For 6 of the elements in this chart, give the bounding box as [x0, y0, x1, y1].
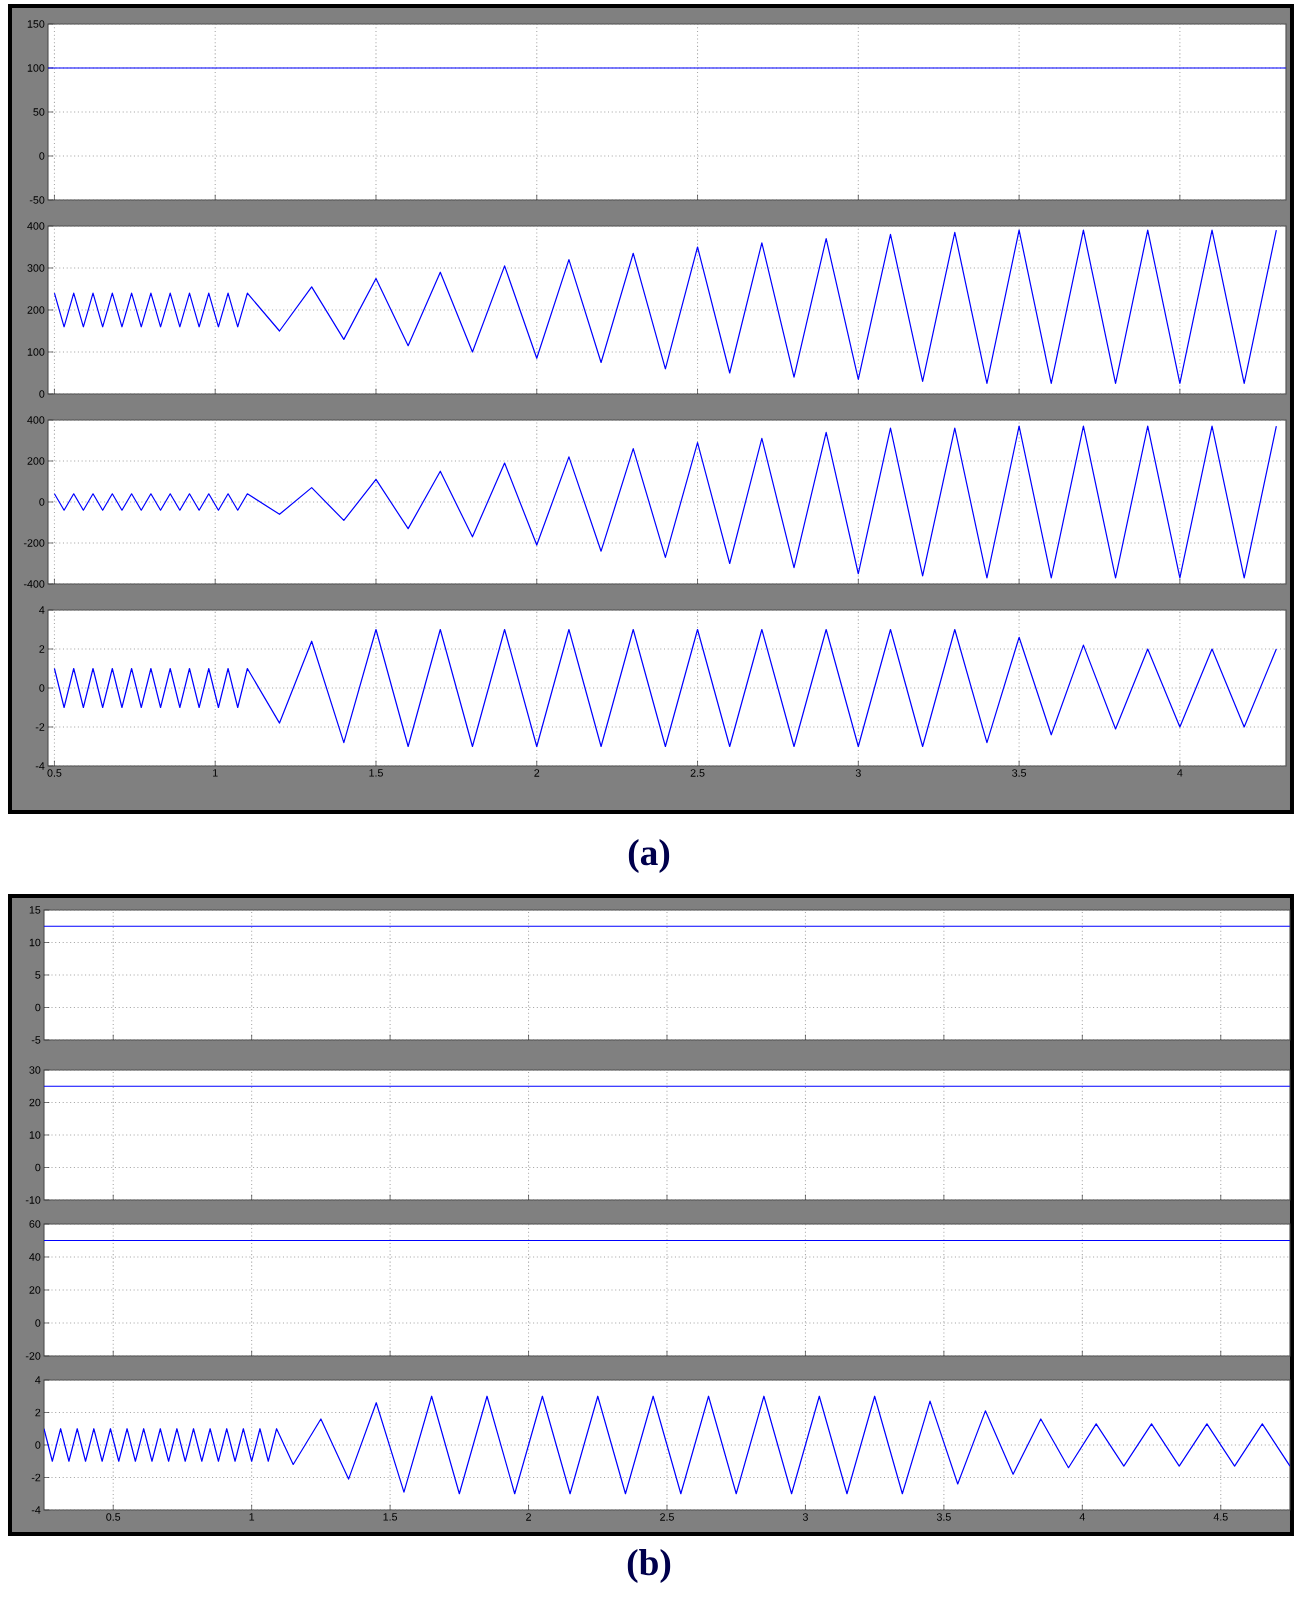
text: (b)	[627, 1549, 671, 1583]
text: (a)	[628, 839, 670, 873]
line-series	[44, 1395, 1290, 1495]
line-series	[53, 628, 1277, 748]
line-series	[53, 425, 1277, 579]
line-series	[53, 229, 1277, 385]
